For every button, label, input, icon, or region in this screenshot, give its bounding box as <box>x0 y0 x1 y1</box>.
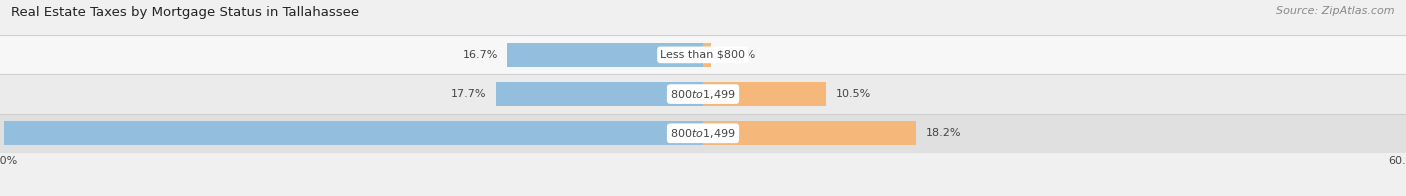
Text: Real Estate Taxes by Mortgage Status in Tallahassee: Real Estate Taxes by Mortgage Status in … <box>11 6 360 19</box>
Text: $800 to $1,499: $800 to $1,499 <box>671 127 735 140</box>
Text: 10.5%: 10.5% <box>835 89 870 99</box>
Text: Source: ZipAtlas.com: Source: ZipAtlas.com <box>1277 6 1395 16</box>
Bar <box>3 121 703 145</box>
Text: 17.7%: 17.7% <box>451 89 486 99</box>
Text: 16.7%: 16.7% <box>463 50 498 60</box>
Bar <box>508 43 703 67</box>
Text: 0.65%: 0.65% <box>720 50 755 60</box>
Bar <box>703 82 827 106</box>
Bar <box>703 43 710 67</box>
Bar <box>496 82 703 106</box>
Text: Less than $800: Less than $800 <box>661 50 745 60</box>
Bar <box>0 35 1406 74</box>
Bar <box>0 114 1406 153</box>
Text: 18.2%: 18.2% <box>925 128 962 138</box>
Bar <box>703 121 917 145</box>
Bar <box>0 74 1406 114</box>
Text: $800 to $1,499: $800 to $1,499 <box>671 88 735 101</box>
